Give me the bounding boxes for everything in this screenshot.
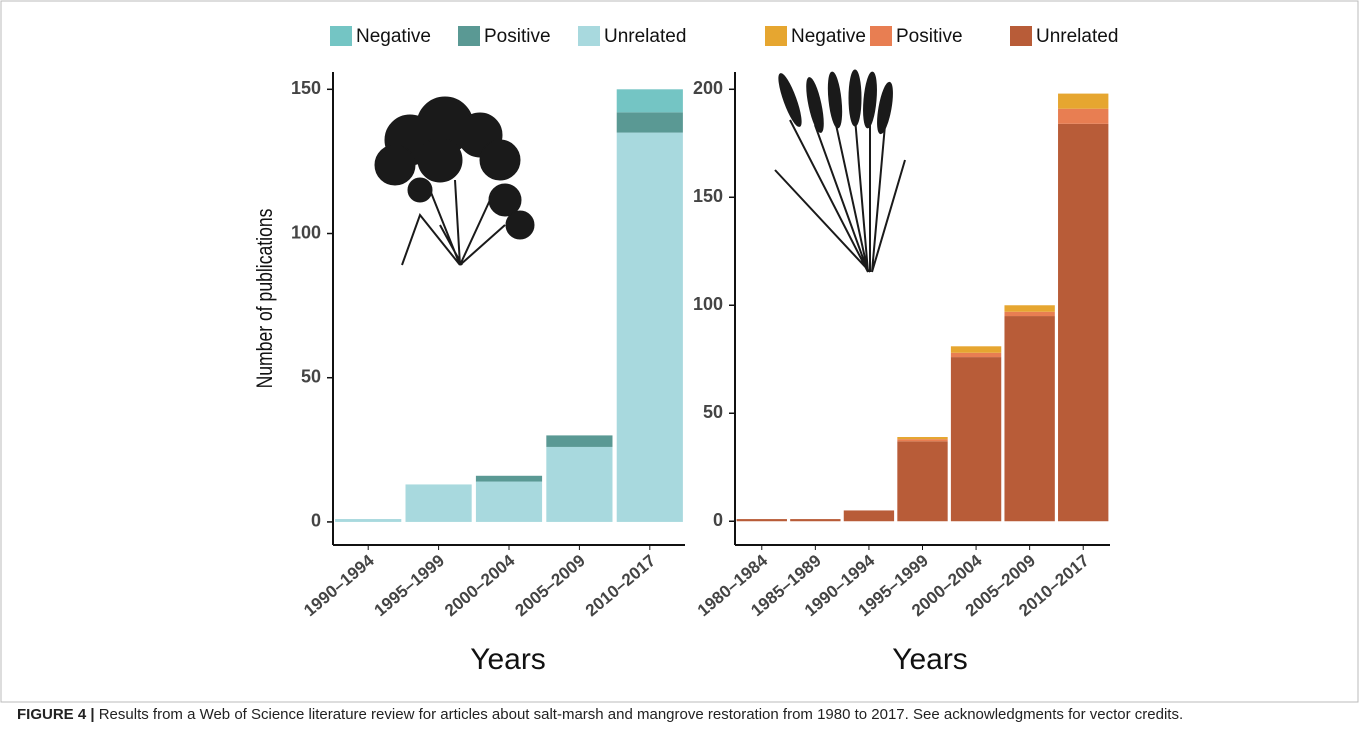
bar-segment xyxy=(951,346,1001,352)
page: Negative Positive Unrelated 0 50 100 150 1990–1… xyxy=(0,0,1360,756)
legend-swatch xyxy=(578,26,600,46)
legend-label: Positive xyxy=(896,26,963,47)
bar-segment xyxy=(844,510,894,521)
legend-label: Negative xyxy=(356,26,431,47)
y-tick-label: 50 xyxy=(301,366,321,386)
bar-segment xyxy=(897,441,947,521)
legend-label: Positive xyxy=(484,26,551,47)
bar-segment xyxy=(476,476,542,482)
legend-label: Negative xyxy=(791,26,866,47)
caption-label: FIGURE 4 | xyxy=(17,706,95,723)
bar-segment xyxy=(1058,109,1108,124)
legend-swatch xyxy=(765,26,787,46)
wheat-silhouette xyxy=(775,70,905,272)
legend-swatch xyxy=(330,26,352,46)
caption: FIGURE 4 | Results from a Web of Science… xyxy=(17,703,1337,726)
bar-segment xyxy=(790,519,840,521)
y-tick-label: 100 xyxy=(693,294,723,314)
figure: Negative Positive Unrelated 0 50 100 150 1990–1… xyxy=(0,0,1360,704)
x-axis-label: Years xyxy=(470,643,546,676)
x-axis-label: Years xyxy=(892,643,968,676)
bar-segment xyxy=(897,439,947,441)
y-tick-label: 100 xyxy=(291,222,321,242)
y-tick-label: 200 xyxy=(693,78,723,98)
legend-swatch xyxy=(458,26,480,46)
bar-segment xyxy=(546,435,612,447)
y-tick-label: 150 xyxy=(291,78,321,98)
legend-label: Unrelated xyxy=(604,26,686,47)
x-tick-label: 2010–2017 xyxy=(582,551,659,620)
x-tick-label: 1995–1999 xyxy=(371,551,448,620)
bar-segment xyxy=(1058,124,1108,521)
bar-segment xyxy=(617,89,683,112)
bar-segment xyxy=(335,519,401,522)
x-tick-label: 1990–1994 xyxy=(300,551,378,621)
bar-segment xyxy=(617,133,683,522)
bar-segment xyxy=(951,353,1001,357)
x-tick-label: 2005–2009 xyxy=(511,551,588,620)
y-axis-label: Number of publications xyxy=(253,209,277,389)
mangrove-silhouette xyxy=(375,97,534,265)
bar-segment xyxy=(1004,312,1054,316)
caption-text: Results from a Web of Science literature… xyxy=(99,706,1183,723)
y-tick-label: 150 xyxy=(693,186,723,206)
bar-segment xyxy=(406,484,472,521)
bar-segment xyxy=(737,519,787,521)
y-tick-label: 0 xyxy=(713,510,723,530)
legend-label: Unrelated xyxy=(1036,26,1118,47)
y-tick-label: 0 xyxy=(311,511,321,531)
legend-swatch xyxy=(1010,26,1032,46)
bar-segment xyxy=(897,437,947,439)
bar-segment xyxy=(546,447,612,522)
bar-segment xyxy=(1004,316,1054,521)
x-tick-label: 2000–2004 xyxy=(441,551,519,621)
bar-segment xyxy=(1058,94,1108,109)
bar-segment xyxy=(1004,305,1054,311)
bar-segment xyxy=(476,482,542,522)
legend-swatch xyxy=(870,26,892,46)
y-tick-label: 50 xyxy=(703,402,723,422)
bar-segment xyxy=(951,357,1001,521)
bar-segment xyxy=(617,112,683,132)
